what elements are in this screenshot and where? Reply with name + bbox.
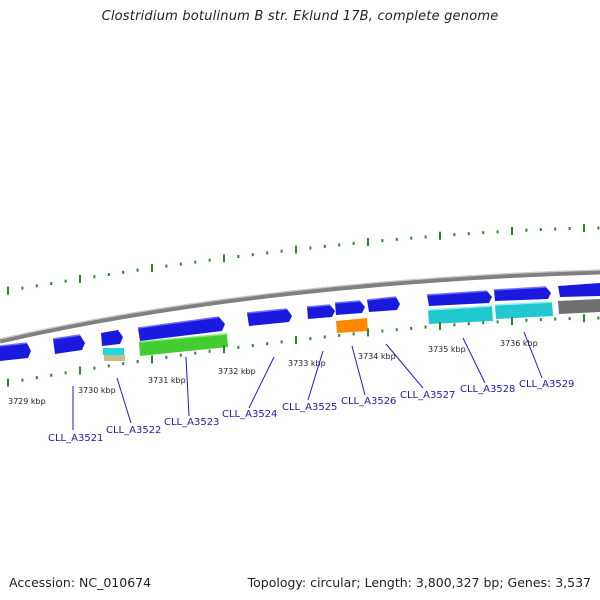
genome-backbone xyxy=(0,269,600,344)
gene-label[interactable]: CLL_A3528 xyxy=(460,384,515,395)
ruler-label: 3735 kbp xyxy=(428,345,466,354)
gene-feature-arrow[interactable] xyxy=(53,335,85,354)
gene-label[interactable]: CLL_A3523 xyxy=(164,417,219,428)
gene-leader-lines xyxy=(72,331,543,430)
gene-label[interactable]: CLL_A3525 xyxy=(282,402,337,413)
gene-feature-arrow[interactable] xyxy=(494,287,551,301)
gene-feature-arrow[interactable] xyxy=(101,330,123,346)
ruler-label: 3736 kbp xyxy=(500,339,538,348)
gene-label[interactable]: CLL_A3522 xyxy=(106,425,161,436)
ruler-labels: 3729 kbp 3730 kbp 3731 kbp 3732 kbp 3733… xyxy=(8,339,538,406)
green-feature[interactable] xyxy=(139,334,228,356)
cyan-feature[interactable] xyxy=(495,302,553,319)
gene-feature-arrow[interactable] xyxy=(427,291,492,306)
gene-feature-arrow[interactable] xyxy=(247,309,292,326)
grey-feature[interactable] xyxy=(558,299,600,314)
ruler-label: 3733 kbp xyxy=(288,359,326,368)
gene-feature-arrow[interactable] xyxy=(335,301,365,315)
upper-tick-track xyxy=(7,224,600,295)
ruler-label: 3731 kbp xyxy=(148,376,186,385)
gene-feature-arrow[interactable] xyxy=(558,283,600,297)
gene-label[interactable]: CLL_A3529 xyxy=(519,379,574,390)
gene-label[interactable]: CLL_A3527 xyxy=(400,390,455,401)
gene-label[interactable]: CLL_A3521 xyxy=(48,433,103,444)
forward-genes xyxy=(0,283,600,361)
gene-feature-arrow[interactable] xyxy=(367,297,400,312)
lower-tick-track xyxy=(7,314,600,387)
cyan-feature[interactable] xyxy=(428,306,493,324)
ruler-label: 3729 kbp xyxy=(8,397,46,406)
tan-feature[interactable] xyxy=(104,355,125,361)
gene-feature-arrow[interactable] xyxy=(307,305,335,319)
other-features xyxy=(103,299,600,361)
gene-feature-arrow[interactable] xyxy=(0,343,31,361)
orange-feature[interactable] xyxy=(336,318,368,333)
map-title: Clostridium botulinum B str. Eklund 17B,… xyxy=(101,9,499,24)
ruler-label: 3730 kbp xyxy=(78,386,116,395)
accession-text: Accession: NC_010674 xyxy=(9,575,152,590)
genome-summary-text: Topology: circular; Length: 3,800,327 bp… xyxy=(247,575,591,590)
gene-feature-arrow[interactable] xyxy=(138,317,225,341)
cyan-feature[interactable] xyxy=(103,348,124,355)
gene-label[interactable]: CLL_A3526 xyxy=(341,396,396,407)
gene-label[interactable]: CLL_A3524 xyxy=(222,409,277,420)
ruler-label: 3734 kbp xyxy=(358,352,396,361)
ruler-label: 3732 kbp xyxy=(218,367,256,376)
gene-labels: CLL_A3521 CLL_A3522 CLL_A3523 CLL_A3524 … xyxy=(48,379,574,444)
